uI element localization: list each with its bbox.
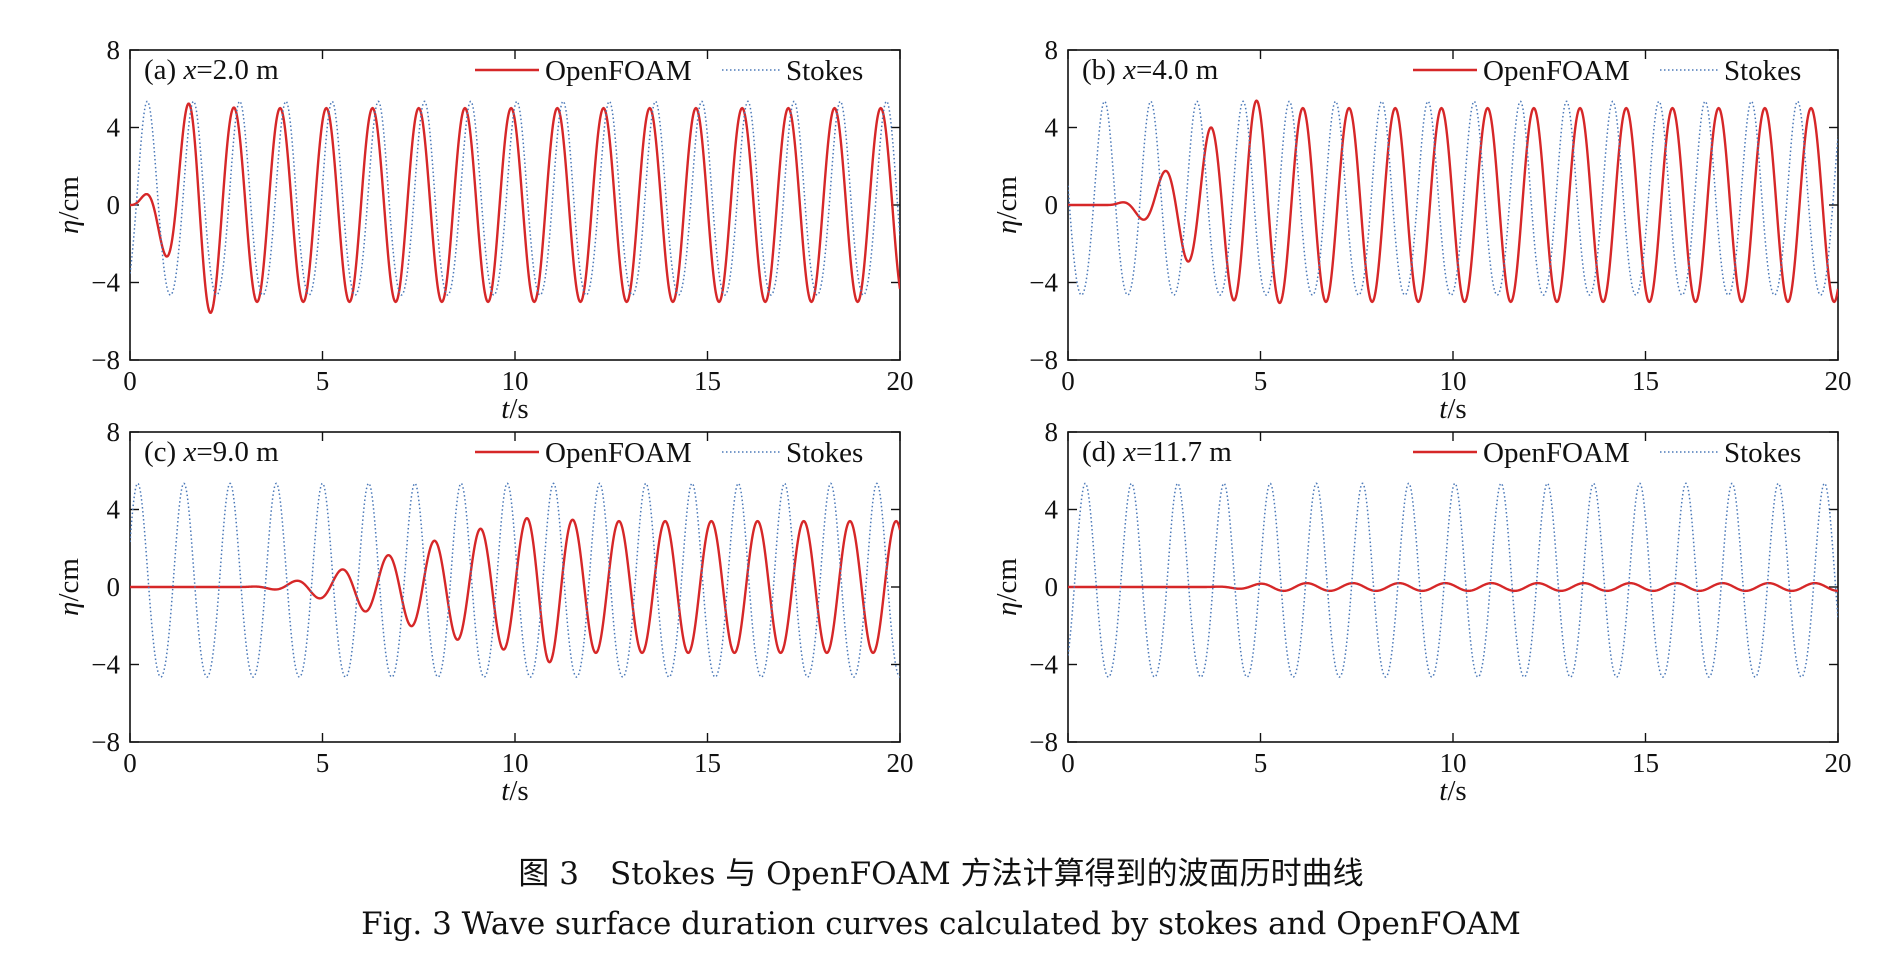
y-tick-label: −4 bbox=[91, 268, 120, 298]
panel-label: (c) x=9.0 m bbox=[144, 436, 279, 468]
x-tick-label: 10 bbox=[502, 366, 529, 396]
y-tick-label: −8 bbox=[91, 727, 120, 757]
y-tick-label: 8 bbox=[1045, 417, 1059, 447]
series-stokes bbox=[130, 100, 900, 296]
y-axis-label: η/cm bbox=[991, 176, 1023, 234]
y-tick-label: 4 bbox=[1045, 495, 1059, 525]
figure-caption-english: Fig. 3 Wave surface duration curves calc… bbox=[361, 906, 1521, 942]
x-tick-label: 0 bbox=[123, 366, 137, 396]
x-tick-label: 15 bbox=[1632, 748, 1659, 778]
y-tick-label: 4 bbox=[107, 113, 121, 143]
y-tick-label: 0 bbox=[1045, 190, 1059, 220]
panel-label: (b) x=4.0 m bbox=[1082, 54, 1219, 86]
series-openfoam bbox=[130, 102, 900, 315]
legend-label-stokes: Stokes bbox=[1724, 55, 1801, 87]
x-tick-label: 10 bbox=[1440, 748, 1467, 778]
panel-d: 0 5 10 15 20 −8 −4 0 4 8 t/s η/cm (d) x=11.7 m OpenFO… bbox=[991, 417, 1852, 807]
x-tick-label: 20 bbox=[1825, 748, 1852, 778]
y-tick-label: −8 bbox=[1029, 345, 1058, 375]
x-tick-label: 5 bbox=[316, 366, 330, 396]
legend-label-stokes: Stokes bbox=[1724, 437, 1801, 469]
x-tick-label: 0 bbox=[1061, 748, 1075, 778]
x-axis-label: t/s bbox=[1439, 775, 1466, 807]
x-axis-label: t/s bbox=[1439, 393, 1466, 425]
x-tick-label: 20 bbox=[1825, 366, 1852, 396]
wave-surface-figure: 0 5 10 15 20 −8 −4 0 4 8 t/s η/cm (a) x=2.0 m OpenFOA… bbox=[53, 35, 1852, 807]
legend: OpenFOAM Stokes bbox=[475, 55, 863, 87]
x-tick-label: 15 bbox=[694, 748, 721, 778]
legend-label-openfoam: OpenFOAM bbox=[1483, 437, 1630, 469]
y-tick-label: 4 bbox=[107, 495, 121, 525]
legend: OpenFOAM Stokes bbox=[1413, 55, 1801, 87]
x-tick-label: 15 bbox=[694, 366, 721, 396]
series-openfoam bbox=[1068, 99, 1838, 305]
y-tick-label: 8 bbox=[107, 35, 121, 65]
y-tick-label: 8 bbox=[107, 417, 121, 447]
legend-label-stokes: Stokes bbox=[786, 437, 863, 469]
y-tick-label: 8 bbox=[1045, 35, 1059, 65]
x-axis-label: t/s bbox=[501, 775, 528, 807]
series-openfoam bbox=[130, 517, 900, 664]
x-tick-label: 15 bbox=[1632, 366, 1659, 396]
y-axis-label: η/cm bbox=[991, 558, 1023, 616]
y-tick-label: −4 bbox=[1029, 650, 1058, 680]
y-axis-label: η/cm bbox=[53, 176, 85, 234]
y-tick-label: 0 bbox=[1045, 572, 1059, 602]
legend: OpenFOAM Stokes bbox=[475, 437, 863, 469]
panel-label: (a) x=2.0 m bbox=[144, 54, 279, 86]
y-tick-label: 4 bbox=[1045, 113, 1059, 143]
x-tick-label: 20 bbox=[887, 748, 914, 778]
figure-caption-chinese: 图 3 Stokes 与 OpenFOAM 方法计算得到的波面历时曲线 bbox=[518, 856, 1364, 892]
x-axis-label: t/s bbox=[501, 393, 528, 425]
y-tick-label: 0 bbox=[107, 572, 121, 602]
x-tick-label: 5 bbox=[316, 748, 330, 778]
panel-a: 0 5 10 15 20 −8 −4 0 4 8 t/s η/cm (a) x=2.0 m OpenFOA… bbox=[53, 35, 914, 425]
series-stokes bbox=[1068, 482, 1838, 678]
y-tick-label: −4 bbox=[1029, 268, 1058, 298]
panel-label: (d) x=11.7 m bbox=[1082, 436, 1232, 468]
series-openfoam bbox=[1068, 581, 1838, 593]
x-tick-label: 5 bbox=[1254, 748, 1268, 778]
y-tick-label: −4 bbox=[91, 650, 120, 680]
x-tick-label: 5 bbox=[1254, 366, 1268, 396]
legend-label-stokes: Stokes bbox=[786, 55, 863, 87]
x-tick-label: 0 bbox=[1061, 366, 1075, 396]
x-tick-label: 10 bbox=[1440, 366, 1467, 396]
legend-label-openfoam: OpenFOAM bbox=[545, 55, 692, 87]
legend-label-openfoam: OpenFOAM bbox=[1483, 55, 1630, 87]
panel-b: 0 5 10 15 20 −8 −4 0 4 8 t/s η/cm (b) x=4.0 m OpenFOA… bbox=[991, 35, 1852, 425]
panel-c: 0 5 10 15 20 −8 −4 0 4 8 t/s η/cm (c) x=9.0 m OpenFOA… bbox=[53, 417, 914, 807]
legend-label-openfoam: OpenFOAM bbox=[545, 437, 692, 469]
y-tick-label: 0 bbox=[107, 190, 121, 220]
x-tick-label: 20 bbox=[887, 366, 914, 396]
y-axis-label: η/cm bbox=[53, 558, 85, 616]
x-tick-label: 0 bbox=[123, 748, 137, 778]
x-tick-label: 10 bbox=[502, 748, 529, 778]
series-stokes bbox=[1068, 100, 1838, 296]
y-tick-label: −8 bbox=[1029, 727, 1058, 757]
legend: OpenFOAM Stokes bbox=[1413, 437, 1801, 469]
y-tick-label: −8 bbox=[91, 345, 120, 375]
